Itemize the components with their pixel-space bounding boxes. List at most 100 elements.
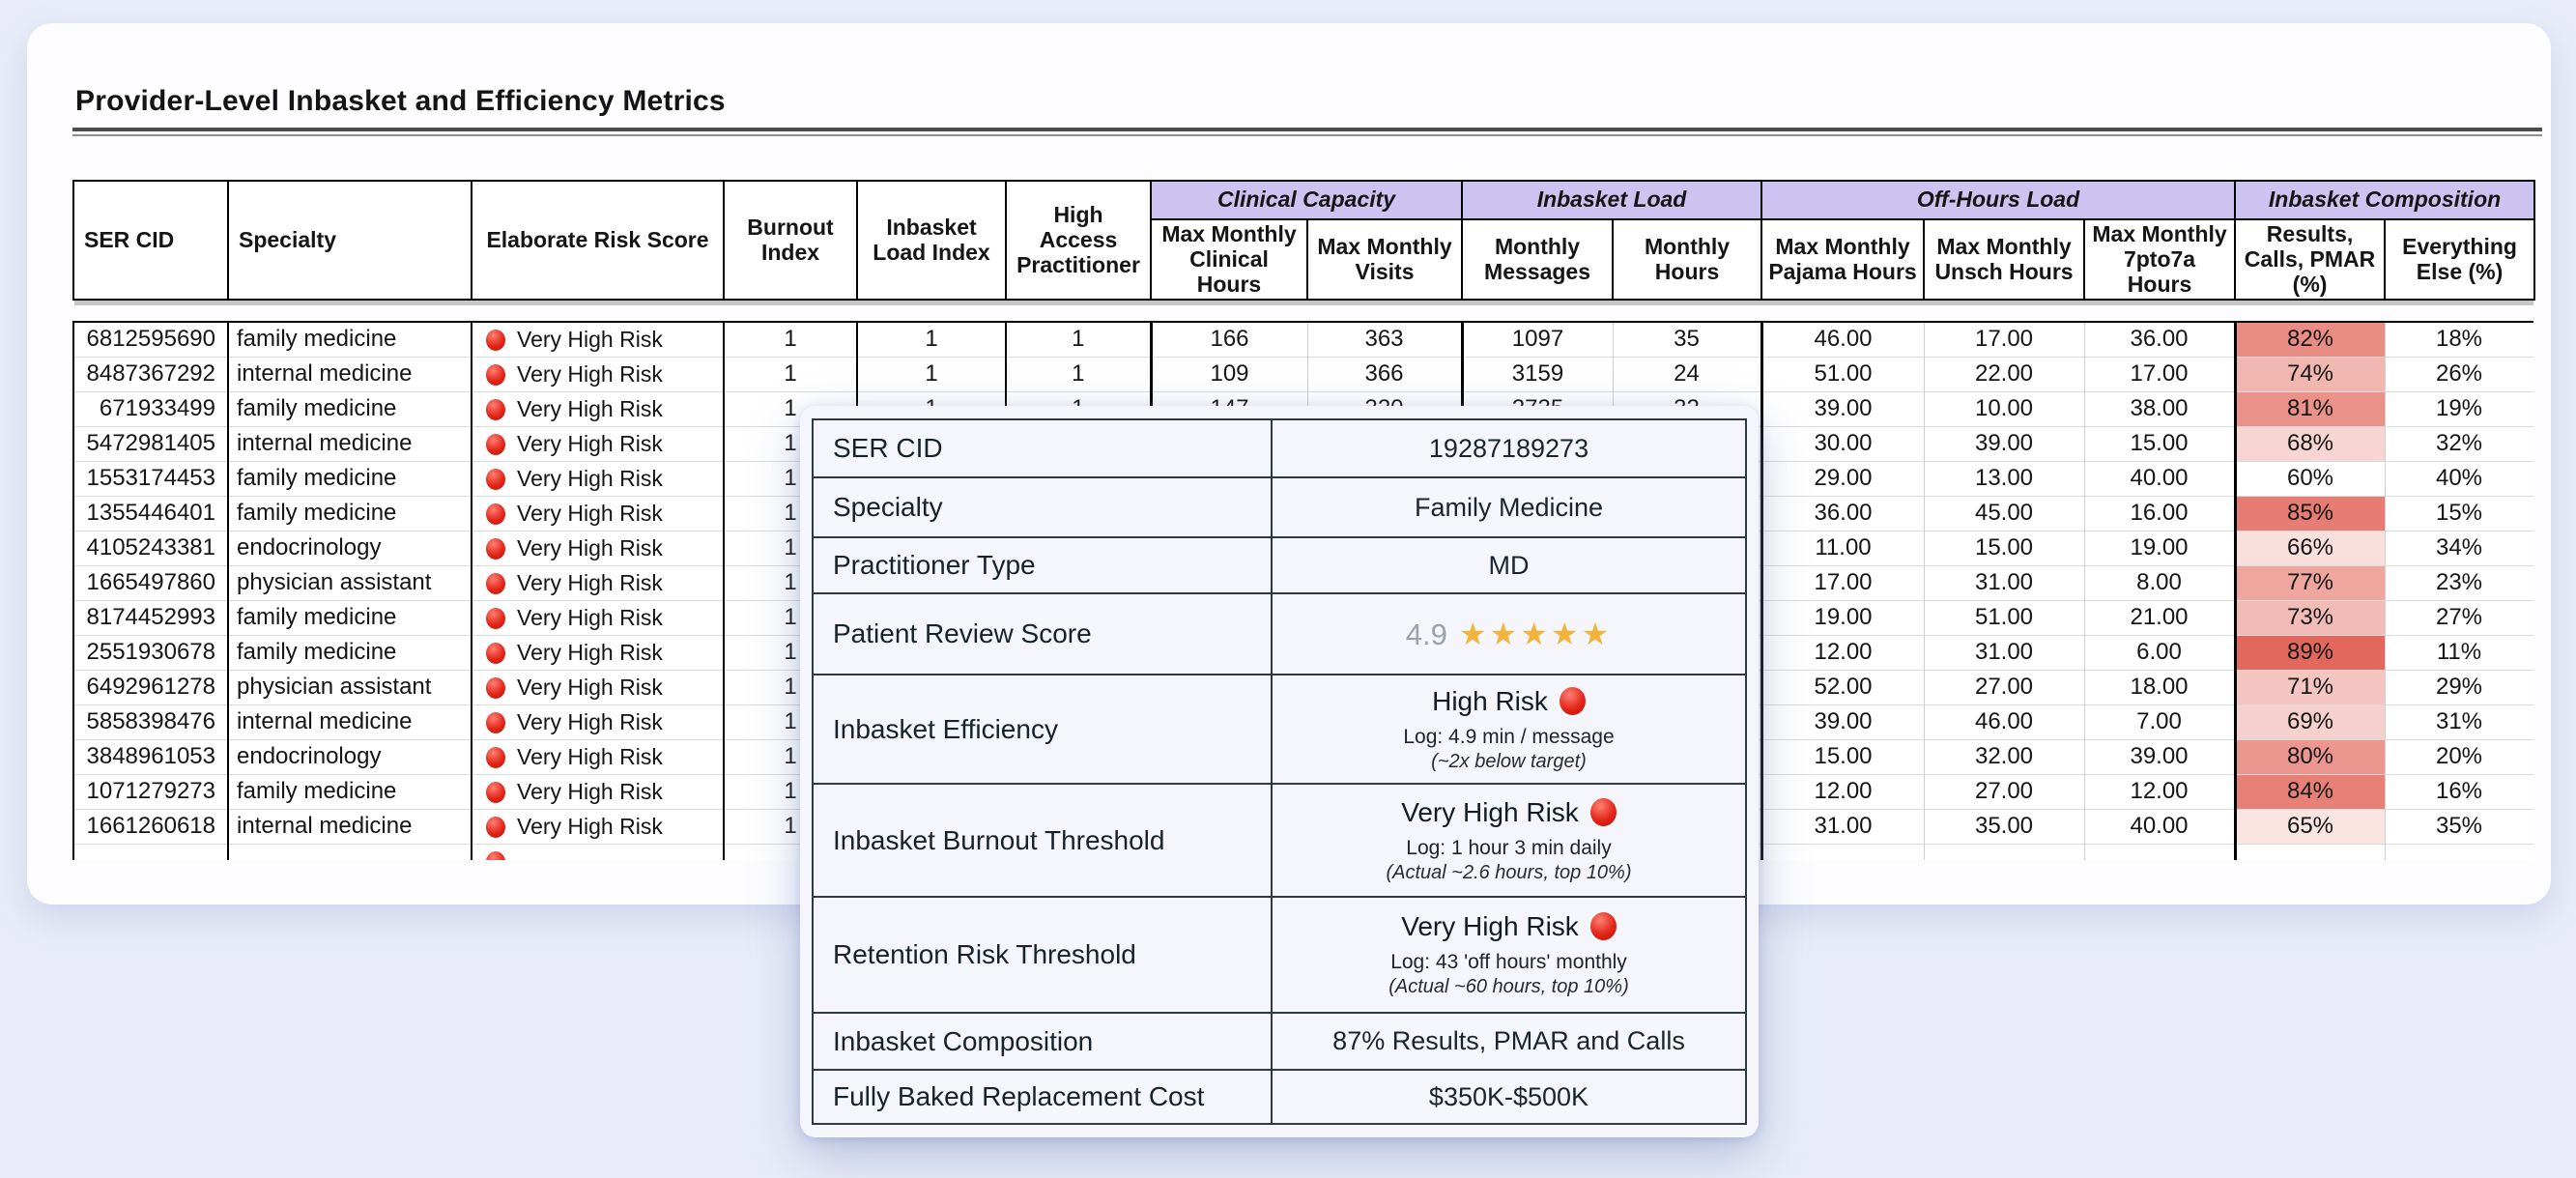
- table-cell: 8174452993: [73, 599, 228, 635]
- table-cell: 27.00: [1923, 773, 2084, 809]
- table-cell: 3848961053: [73, 738, 228, 774]
- table-cell: 12.00: [2083, 773, 2235, 809]
- table-cell: 16%: [2384, 773, 2533, 809]
- table-row[interactable]: 6812595690 family medicine Very High Risk 1…: [73, 322, 2533, 357]
- table-cell: endocrinology: [227, 530, 472, 565]
- table-cell: internal medicine: [227, 808, 472, 844]
- table-cell: 15.00: [1923, 530, 2084, 565]
- risk-cell: Very High Risk: [471, 738, 724, 774]
- table-cell: 32%: [2384, 425, 2533, 461]
- red-circle-icon: [486, 537, 505, 560]
- table-cell: 46.00: [1923, 704, 2084, 739]
- title-divider: [72, 128, 2542, 136]
- table-cell: 31.00: [1923, 634, 2084, 670]
- table-cell: 1661260618: [73, 808, 228, 844]
- red-circle-icon: [1559, 686, 1586, 715]
- risk-cell: [471, 843, 724, 860]
- table-cell: 1: [856, 356, 1006, 391]
- red-circle-icon: [486, 746, 505, 768]
- table-cell: 366: [1306, 356, 1462, 391]
- table-cell: internal medicine: [227, 356, 472, 391]
- risk-cell: Very High Risk: [471, 390, 724, 426]
- detail-label: Inbasket Efficiency: [812, 674, 1273, 785]
- table-cell: 12.00: [1760, 773, 1924, 809]
- detail-row-inbasket-composition: Inbasket Composition 87% Results, PMAR a…: [812, 1012, 1747, 1071]
- table-cell: family medicine: [227, 460, 472, 496]
- risk-cell: Very High Risk: [471, 564, 724, 600]
- detail-row-specialty: Specialty Family Medicine: [812, 476, 1747, 538]
- table-cell: 11.00: [1760, 530, 1924, 565]
- detail-label: Retention Risk Threshold: [812, 896, 1273, 1014]
- table-cell: 1665497860: [73, 564, 228, 600]
- table-cell: 52.00: [1760, 669, 1924, 704]
- risk-status: Very High Risk: [1282, 797, 1735, 828]
- table-cell: family medicine: [227, 634, 472, 670]
- detail-row-inbasket-efficiency: Inbasket Efficiency High Risk Log: 4.9 m…: [812, 674, 1747, 785]
- table-cell: 1: [1005, 356, 1151, 391]
- table-cell: 89%: [2233, 634, 2385, 670]
- table-cell: 19.00: [2083, 530, 2235, 565]
- risk-cell: Very High Risk: [471, 460, 724, 496]
- red-circle-icon: [486, 850, 505, 860]
- table-cell: 80%: [2233, 738, 2385, 774]
- table-cell: 1: [856, 322, 1006, 357]
- table-cell: physician assistant: [227, 564, 472, 600]
- column-header-max-clinical-hours: Max Monthly Clinical Hours: [1150, 217, 1308, 302]
- table-cell: 22.00: [1923, 356, 2084, 391]
- detail-row-replacement-cost: Fully Baked Replacement Cost $350K-$500K: [812, 1069, 1747, 1125]
- table-cell: 6492961278: [73, 669, 228, 704]
- column-header-unsch-hours: Max Monthly Unsch Hours: [1923, 217, 2086, 302]
- red-circle-icon: [486, 363, 505, 386]
- risk-cell: Very High Risk: [471, 495, 724, 531]
- table-cell: 5858398476: [73, 704, 228, 739]
- table-cell: 30.00: [1760, 425, 1924, 461]
- red-circle-icon: [486, 781, 505, 803]
- table-cell: 3159: [1460, 356, 1613, 391]
- table-cell: 4105243381: [73, 530, 228, 565]
- column-header-pajama-hours: Max Monthly Pajama Hours: [1760, 217, 1926, 302]
- table-row[interactable]: 8174452993 family medicine Very High Risk 1…: [73, 599, 2533, 635]
- table-cell: 1097: [1460, 322, 1613, 357]
- detail-value: 87% Results, PMAR and Calls: [1271, 1012, 1747, 1071]
- table-cell: 40.00: [2083, 808, 2235, 844]
- table-cell: family medicine: [227, 495, 472, 531]
- table-cell: 29.00: [1760, 460, 1924, 496]
- column-header-everything-else: Everything Else (%): [2384, 217, 2536, 302]
- table-cell: 74%: [2233, 356, 2385, 391]
- table-row[interactable]: 8487367292 internal medicine Very High Ris…: [73, 356, 2533, 391]
- table-cell: 73%: [2233, 599, 2385, 635]
- table-cell: 34%: [2384, 530, 2533, 565]
- table-cell: 23%: [2384, 564, 2533, 600]
- table-cell: 7.00: [2083, 704, 2235, 739]
- red-circle-icon: [486, 433, 505, 455]
- risk-cell: Very High Risk: [471, 530, 724, 565]
- column-header-specialty: Specialty: [227, 179, 472, 302]
- table-cell: 363: [1306, 322, 1462, 357]
- risk-cell: Very High Risk: [471, 599, 724, 635]
- table-cell: 27.00: [1923, 669, 2084, 704]
- table-cell: physician assistant: [227, 669, 472, 704]
- table-cell: 24: [1612, 356, 1761, 391]
- table-cell: 11%: [2384, 634, 2533, 670]
- detail-label: Fully Baked Replacement Cost: [812, 1069, 1273, 1125]
- table-cell: internal medicine: [227, 425, 472, 461]
- table-cell: 40.00: [2083, 460, 2235, 496]
- table-cell: 18%: [2384, 322, 2533, 357]
- red-circle-icon: [486, 642, 505, 664]
- table-cell: family medicine: [227, 599, 472, 635]
- red-circle-icon: [486, 398, 505, 420]
- table-cell: 1: [1005, 322, 1151, 357]
- risk-note: (Actual ~60 hours, top 10%): [1388, 976, 1629, 997]
- table-cell: 31.00: [1923, 564, 2084, 600]
- page-title: Provider-Level Inbasket and Efficiency M…: [75, 85, 726, 117]
- table-cell: 20%: [2384, 738, 2533, 774]
- detail-value: Very High Risk Log: 43 'off hours' month…: [1271, 896, 1747, 1014]
- table-cell: 13.00: [1923, 460, 2084, 496]
- table-cell: 38.00: [2083, 390, 2235, 426]
- table-cell: 166: [1149, 322, 1307, 357]
- table-cell: 84%: [2233, 773, 2385, 809]
- table-cell: 2551930678: [73, 634, 228, 670]
- table-cell: 12.00: [1760, 634, 1924, 670]
- column-header-monthly-messages: Monthly Messages: [1461, 217, 1615, 302]
- table-cell: 71%: [2233, 669, 2385, 704]
